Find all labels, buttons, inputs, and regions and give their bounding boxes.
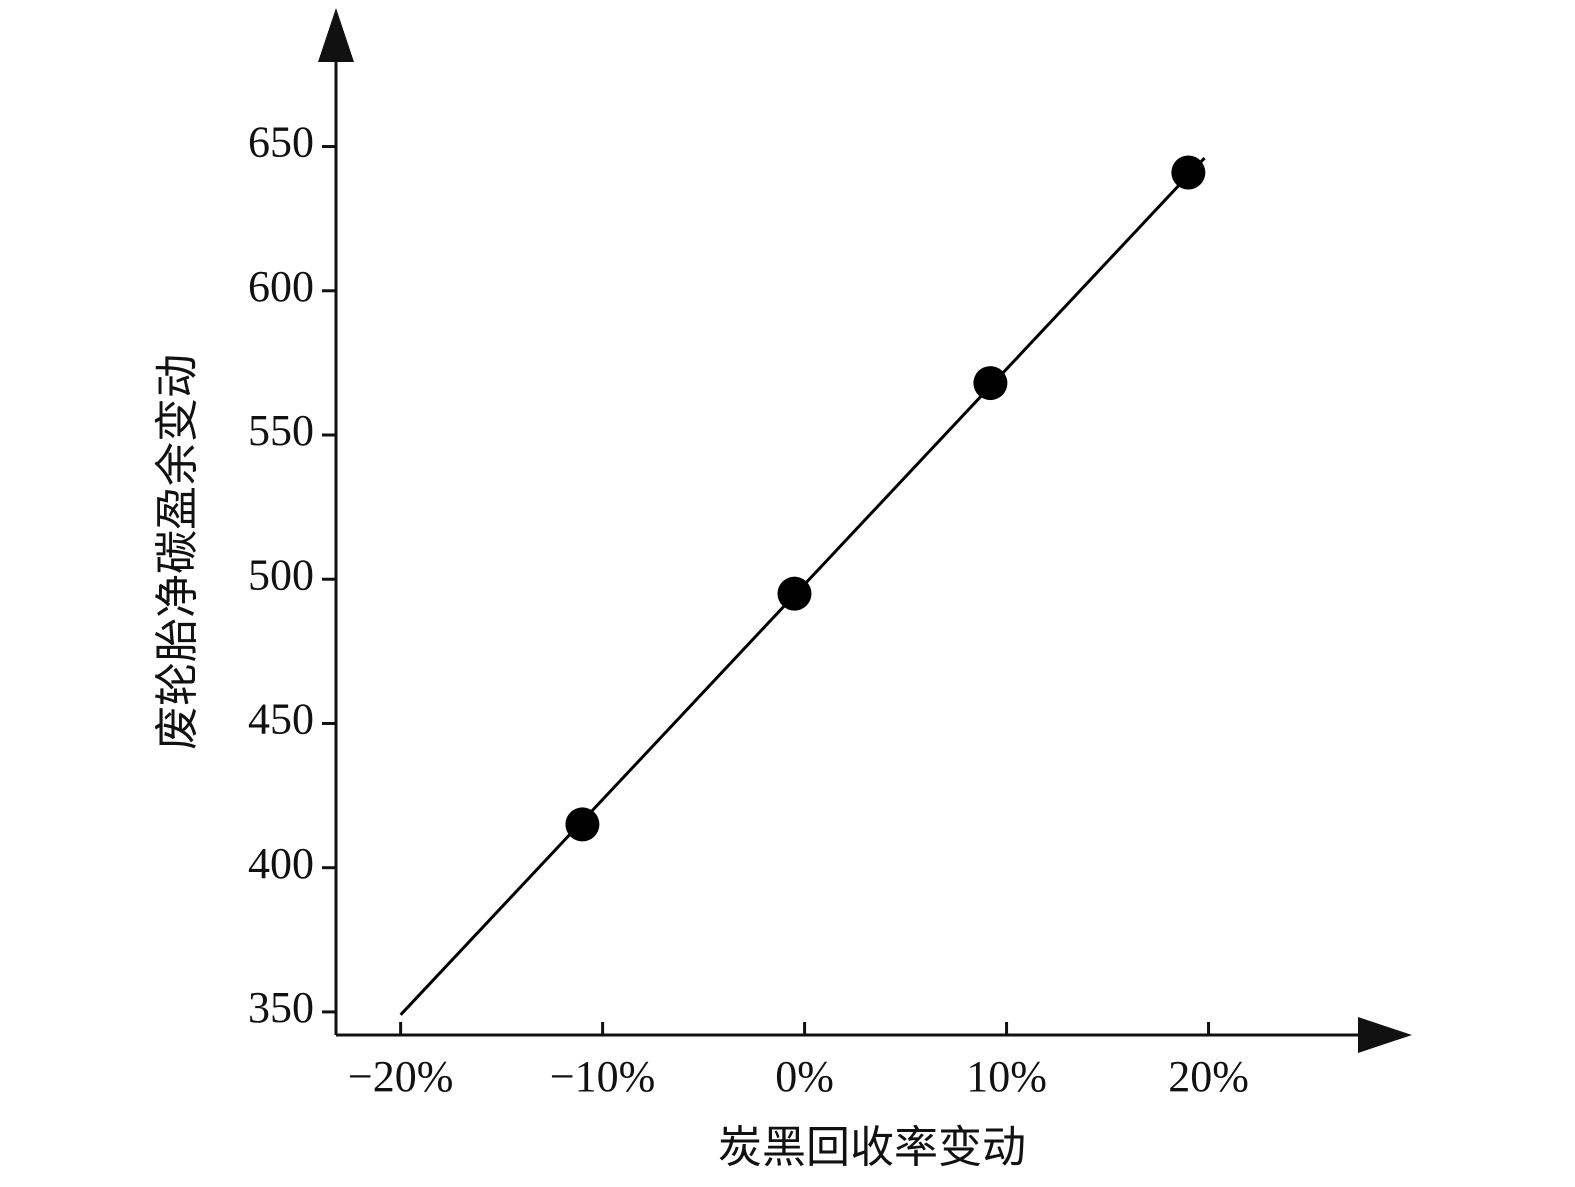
y-tick-label: 400: [248, 839, 314, 888]
y-tick-label: 500: [248, 550, 314, 599]
point: [565, 807, 600, 842]
x-tick-label: 10%: [966, 1052, 1047, 1101]
point: [973, 366, 1008, 401]
y-tick-label: 450: [248, 695, 314, 744]
y-tick-label: 650: [248, 118, 314, 167]
y-tick-label: 350: [248, 983, 314, 1032]
y-tick-label: 600: [248, 262, 314, 311]
y-axis-label: 废轮胎净碳盈余变动: [153, 354, 202, 750]
x-axis-arrow: [1358, 1017, 1412, 1053]
x-tick-label: 0%: [775, 1052, 834, 1101]
point: [1171, 155, 1206, 190]
x-axis-label: 炭黑回收率变动: [718, 1123, 1026, 1172]
x-tick-label: 20%: [1168, 1052, 1249, 1101]
x-tick-label: −10%: [550, 1052, 655, 1101]
point: [777, 576, 812, 611]
y-axis-arrow: [318, 8, 354, 62]
x-tick-label: −20%: [348, 1052, 453, 1101]
y-tick-label: 550: [248, 406, 314, 455]
